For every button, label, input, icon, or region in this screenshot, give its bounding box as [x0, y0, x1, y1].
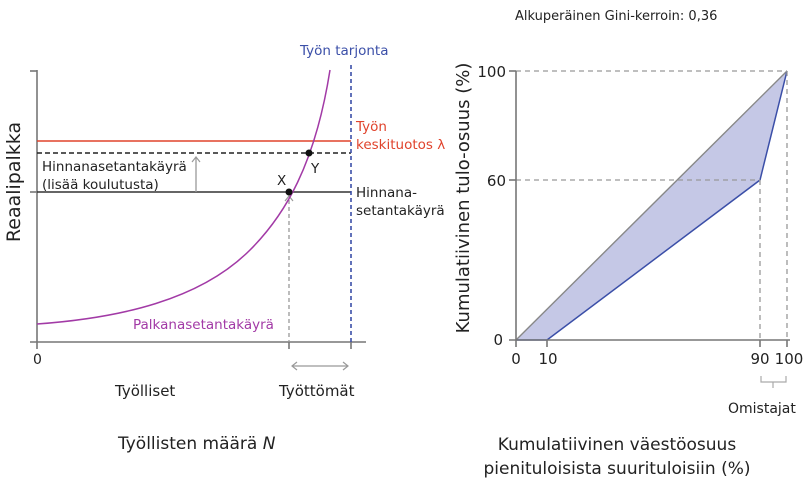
- x-tick-10: 10: [538, 350, 557, 368]
- wage-setting-curve: [36, 69, 331, 325]
- y-tick-0: 0: [493, 331, 503, 349]
- y-tick-100: 100: [477, 63, 506, 81]
- productivity-label-2: keskituotos λ: [356, 137, 445, 153]
- wage-setting-label: Palkanasetantakäyrä: [133, 317, 274, 333]
- arrow-up-icon: [191, 156, 201, 163]
- point-x-marker: [285, 188, 293, 196]
- point-x-label: X: [277, 173, 286, 189]
- owners-label: Omistajat: [728, 401, 796, 417]
- gini-title: Alkuperäinen Gini-kerroin: 0,36: [515, 9, 717, 24]
- left-x-axis-label: Työllisten määrä N: [117, 434, 276, 454]
- unemployed-label: Työttömät: [278, 382, 355, 400]
- point-y-marker: [305, 149, 313, 157]
- right-x-axis-label-1: Kumulatiivinen väestöosuus: [498, 435, 737, 455]
- new-price-setting-label-2: (lisää koulutusta): [42, 177, 159, 193]
- right-x-axis-label-2: pienituloisista suurituloisiin (%): [484, 459, 751, 479]
- new-price-setting-label-1: Hinnanasetantakäyrä: [42, 159, 187, 175]
- left-y-axis-label: Reaalipalkka: [3, 122, 25, 242]
- left-origin-tick: 0: [33, 352, 42, 368]
- left-chart: Reaalipalkka 0 Työn tarjonta Työn keskit…: [3, 43, 445, 454]
- price-setting-label-2: setantakäyrä: [356, 203, 445, 219]
- right-y-axis-label: Kumulatiivinen tulo-osuus (%): [453, 63, 474, 334]
- x-tick-0: 0: [511, 350, 521, 368]
- y-tick-60: 60: [487, 172, 506, 190]
- labor-supply-label: Työn tarjonta: [299, 43, 389, 59]
- point-y-label: Y: [310, 161, 320, 177]
- x-tick-90: 90: [750, 350, 769, 368]
- right-chart: Alkuperäinen Gini-kerroin: 0,36 Kumulati…: [453, 9, 803, 479]
- arrow-right-icon: [342, 361, 349, 371]
- productivity-label-1: Työn: [355, 119, 387, 135]
- price-setting-label-1: Hinnana-: [356, 185, 417, 201]
- owners-bracket: [760, 376, 787, 383]
- x-tick-100: 100: [775, 350, 804, 368]
- arrow-up-icon: [284, 195, 294, 202]
- arrow-left-icon: [291, 361, 298, 371]
- employed-label: Työlliset: [114, 382, 175, 400]
- equality-line: [515, 70, 788, 341]
